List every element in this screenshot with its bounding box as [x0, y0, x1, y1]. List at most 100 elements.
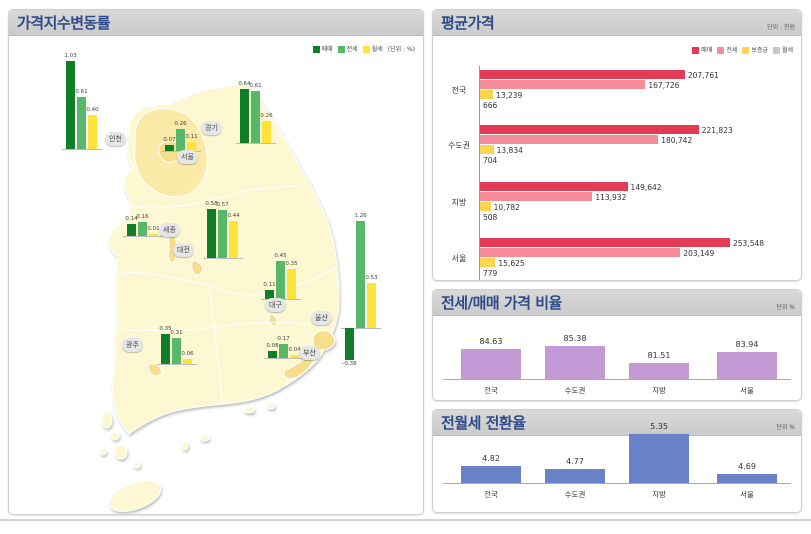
legend-item-jeonse: 전세 [337, 44, 358, 53]
value-label: 0.06 [181, 350, 194, 357]
region-label: 부산 [299, 346, 320, 360]
category-label: 서울 [740, 386, 754, 395]
panel-header: 전세/매매 가격 비율 단위 % [433, 290, 801, 316]
value-label: 508 [483, 212, 498, 222]
legend-swatch-icon [742, 47, 750, 54]
value-label: 0.11 [263, 281, 276, 288]
value-label: 0.04 [288, 346, 301, 353]
region-label: 세종 [159, 223, 180, 237]
value-label: 0.45 [274, 252, 287, 259]
value-label: 779 [483, 268, 498, 278]
x-axis [443, 379, 791, 380]
category-label: 지방 [652, 386, 666, 395]
jeonse-sale-ratio-panel: 전세/매매 가격 비율 단위 % 84.63 전국 85.38 수도권 81.51 지방 8… [432, 289, 802, 401]
value-label: 13,834 [496, 145, 523, 155]
y-axis [479, 66, 480, 280]
bar-보증금 [480, 258, 496, 267]
value-label: 10,782 [493, 202, 520, 212]
avg-legend: 매매 전세 보증금 월세 [692, 45, 793, 54]
bar-0 [268, 351, 277, 358]
bar-2 [88, 115, 97, 149]
value-label: 0.35 [285, 261, 298, 268]
bar-2 [367, 282, 376, 328]
bar-1 [138, 222, 147, 236]
panel-header: 평균가격 단위 : 천원 [433, 10, 801, 36]
avg-category-group: 수도권 221,823 180,742 13,834 704 [433, 121, 801, 171]
bar-전세 [480, 80, 646, 89]
bar [629, 434, 689, 483]
bar-2 [290, 354, 299, 358]
value-label: 0.16 [136, 214, 149, 221]
value-label: 0.11 [185, 133, 198, 140]
conversion-rate-panel: 전월세 전환율 단위 % 4.82 전국 4.77 수도권 5.35 지방 4.69 서울 [432, 409, 802, 513]
panel-title: 평균가격 [441, 14, 495, 32]
value-label: 113,932 [595, 192, 627, 202]
panel-title: 전세/매매 가격 비율 [441, 294, 562, 312]
avg-category-group: 서울 253,548 203,149 15,625 779 [433, 234, 801, 280]
category-label: 수도권 [564, 386, 586, 395]
conversion-chart: 4.82 전국 4.77 수도권 5.35 지방 4.69 서울 [433, 422, 801, 512]
bar-2 [187, 141, 196, 151]
legend-swatch-icon [337, 46, 345, 53]
bar-2 [149, 234, 158, 236]
bar-1 [276, 260, 285, 299]
bar-0 [161, 334, 170, 364]
legend-swatch-icon [312, 46, 320, 53]
value-label: 0.08 [266, 343, 279, 350]
category-label: 서울 [740, 490, 754, 499]
panel-unit: 단위 % [776, 424, 795, 431]
category-label: 지방 [652, 490, 666, 499]
bar-전세 [480, 248, 681, 257]
value-label: 5.35 [650, 422, 668, 432]
category-label: 전국 [484, 490, 498, 499]
map-legend: 매매 전세 월세 (단위 : %) [312, 44, 415, 53]
bar-1 [218, 209, 227, 258]
region-label: 광주 [122, 338, 143, 352]
legend-swatch-icon [692, 47, 700, 54]
bar-2 [229, 220, 238, 258]
bar [717, 473, 777, 483]
value-label: 0.61 [75, 89, 88, 96]
bar-1 [279, 343, 288, 358]
value-label: 253,548 [733, 238, 765, 248]
value-label: 0.53 [365, 274, 378, 281]
bar [461, 466, 521, 483]
category-label: 전국 [451, 86, 467, 95]
category-label: 수도권 [447, 141, 471, 150]
legend-item-monthly: 월세 [772, 45, 793, 54]
legend-item-sale: 매매 [312, 44, 333, 53]
bar-0 [66, 61, 75, 149]
bar-0 [265, 289, 274, 299]
bar [717, 352, 777, 379]
value-label: 84.63 [479, 337, 503, 346]
bar-0 [207, 208, 216, 258]
category-label: 수도권 [564, 490, 586, 499]
value-label: 0.07 [163, 137, 176, 144]
value-label: 0.01 [147, 226, 160, 232]
value-label: 0.35 [159, 326, 172, 333]
category-label: 전국 [484, 386, 498, 395]
avg-category-group: 지방 149,642 113,932 10,782 508 [433, 178, 801, 228]
baseline [341, 328, 381, 329]
bar-매매 [480, 125, 699, 134]
value-label: 0.64 [238, 80, 251, 87]
price-index-change-panel: 가격지수변동률 매매 전세 월세 (단위 : %) [8, 9, 424, 515]
region-label: 경기 [201, 121, 222, 135]
panel-header: 전월세 전환율 단위 % [433, 410, 801, 436]
bar [545, 345, 605, 379]
average-price-panel: 평균가격 단위 : 천원 매매 전세 보증금 월세 전국 207,761 167,7… [432, 9, 802, 281]
bar-0 [345, 328, 354, 361]
legend-item-deposit: 보증금 [742, 45, 768, 54]
value-label: 149,642 [630, 182, 662, 192]
x-axis [443, 483, 791, 484]
bar-매매 [480, 70, 685, 79]
region-label: 인천 [105, 132, 126, 146]
baseline [123, 236, 163, 237]
legend-item-monthly: 월세 [362, 44, 383, 53]
bar-2 [262, 120, 271, 143]
region-label: 울산 [311, 311, 332, 325]
legend-item-jeonse: 전세 [717, 45, 737, 54]
bar-1 [77, 97, 86, 149]
value-label: 85.38 [563, 333, 587, 343]
bar-0 [165, 145, 174, 151]
